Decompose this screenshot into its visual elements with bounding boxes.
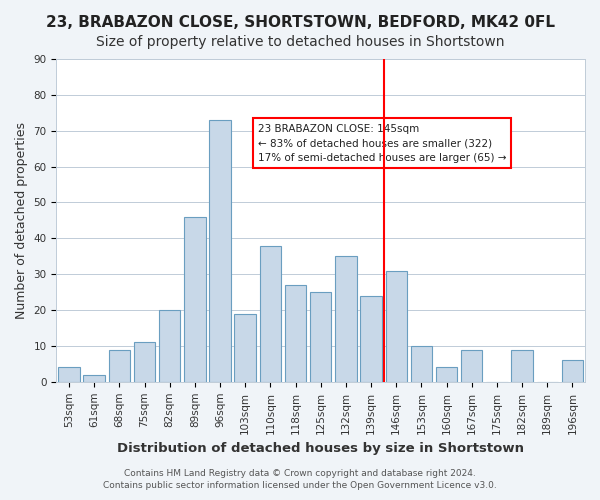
Bar — [285, 285, 306, 382]
Bar — [361, 296, 382, 382]
Bar — [260, 246, 281, 382]
Bar — [159, 310, 181, 382]
Bar — [335, 256, 356, 382]
Text: 23 BRABAZON CLOSE: 145sqm
← 83% of detached houses are smaller (322)
17% of semi: 23 BRABAZON CLOSE: 145sqm ← 83% of detac… — [258, 124, 506, 163]
Bar — [410, 346, 432, 382]
Bar — [83, 374, 105, 382]
Text: 23, BRABAZON CLOSE, SHORTSTOWN, BEDFORD, MK42 0FL: 23, BRABAZON CLOSE, SHORTSTOWN, BEDFORD,… — [46, 15, 554, 30]
X-axis label: Distribution of detached houses by size in Shortstown: Distribution of detached houses by size … — [117, 442, 524, 455]
Bar — [436, 368, 457, 382]
Bar — [461, 350, 482, 382]
Bar — [511, 350, 533, 382]
Text: Size of property relative to detached houses in Shortstown: Size of property relative to detached ho… — [96, 35, 504, 49]
Bar — [134, 342, 155, 382]
Bar — [109, 350, 130, 382]
Text: Contains HM Land Registry data © Crown copyright and database right 2024.
Contai: Contains HM Land Registry data © Crown c… — [103, 469, 497, 490]
Bar — [209, 120, 231, 382]
Bar — [235, 314, 256, 382]
Bar — [562, 360, 583, 382]
Bar — [184, 217, 206, 382]
Bar — [386, 270, 407, 382]
Bar — [58, 368, 80, 382]
Y-axis label: Number of detached properties: Number of detached properties — [15, 122, 28, 319]
Bar — [310, 292, 331, 382]
